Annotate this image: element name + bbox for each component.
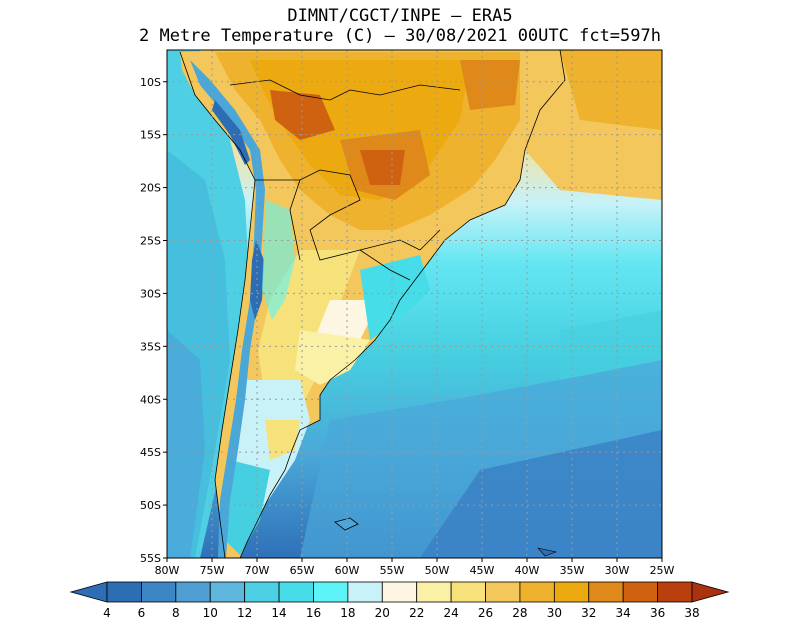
- longitude-tick-label: 50W: [425, 564, 450, 577]
- colorbar-swatch: [244, 581, 280, 603]
- longitude-tick-label: 65W: [290, 564, 315, 577]
- colorbar-label: 24: [443, 606, 458, 618]
- colorbar-label: 8: [172, 606, 180, 618]
- colorbar-high-arrow: [691, 581, 730, 603]
- longitude-tick-label: 70W: [245, 564, 270, 577]
- latitude-axis: 10S 15S 20S 25S 30S 35S 40S 45S 50S 55S: [140, 76, 167, 565]
- longitude-tick-label: 45W: [470, 564, 495, 577]
- longitude-tick-label: 25W: [650, 564, 675, 577]
- latitude-tick-label: 35S: [140, 340, 161, 353]
- colorbar-label: 22: [409, 606, 424, 618]
- colorbar-swatch: [519, 581, 555, 603]
- colorbar-swatch: [657, 581, 693, 603]
- colorbar-label: 36: [650, 606, 665, 618]
- map-title-line2: 2 Metre Temperature (C) — 30/08/2021 00U…: [139, 26, 661, 46]
- colorbar-swatch: [450, 581, 486, 603]
- longitude-tick-label: 55W: [380, 564, 405, 577]
- colorbar-label: 10: [203, 606, 218, 618]
- colorbar-swatch: [416, 581, 452, 603]
- colorbar-label: 30: [547, 606, 562, 618]
- latitude-tick-label: 45S: [140, 446, 161, 459]
- colorbar-label: 4: [103, 606, 111, 618]
- colorbar-low-arrow: [69, 581, 108, 603]
- colorbar-swatch: [347, 581, 383, 603]
- colorbar-label: 28: [512, 606, 527, 618]
- color-scale-bar: 4 6 8 10 12 14 16 18 20 22 24 26 28 30 32 34 36 38: [69, 581, 730, 618]
- latitude-tick-label: 20S: [140, 182, 161, 195]
- latitude-tick-label: 30S: [140, 287, 161, 300]
- longitude-tick-label: 80W: [155, 564, 180, 577]
- colorbar-swatch: [175, 581, 211, 603]
- longitude-tick-label: 35W: [560, 564, 585, 577]
- colorbar-label: 14: [271, 606, 286, 618]
- latitude-tick-label: 10S: [140, 76, 161, 89]
- map-frame: [166, 49, 663, 559]
- colorbar-label: 34: [616, 606, 631, 618]
- colorbar-label: 26: [478, 606, 493, 618]
- colorbar-label: 16: [306, 606, 321, 618]
- map-plot-area: [167, 50, 662, 558]
- colorbar-label: 12: [237, 606, 252, 618]
- colorbar-swatch: [553, 581, 590, 603]
- colorbar-label: 6: [138, 606, 146, 618]
- latitude-tick-label: 15S: [140, 129, 161, 142]
- colorbar-swatch: [209, 581, 246, 603]
- longitude-tick-label: 60W: [335, 564, 360, 577]
- colorbar-swatch: [278, 581, 314, 603]
- colorbar-swatch: [485, 581, 521, 603]
- latitude-tick-label: 55S: [140, 552, 161, 565]
- colorbar-swatch: [106, 581, 142, 603]
- colorbar-label: 20: [375, 606, 390, 618]
- latitude-tick-label: 25S: [140, 235, 161, 248]
- latitude-tick-label: 40S: [140, 393, 161, 406]
- longitude-axis: 80W 75W 70W 65W 60W 55W 50W 45W 40W 35W 30W 25W: [155, 558, 675, 577]
- colorbar-label: 18: [340, 606, 355, 618]
- colorbar-label: 32: [581, 606, 596, 618]
- colorbar-swatch: [141, 581, 177, 603]
- colorbar-swatch: [622, 581, 658, 603]
- colorbar-label: 38: [684, 606, 699, 618]
- latitude-tick-label: 50S: [140, 499, 161, 512]
- longitude-tick-label: 75W: [200, 564, 225, 577]
- longitude-tick-label: 40W: [515, 564, 540, 577]
- longitude-tick-label: 30W: [605, 564, 630, 577]
- colorbar-swatch: [313, 581, 349, 603]
- map-title-line1: DIMNT/CGCT/INPE — ERA5: [287, 6, 513, 26]
- colorbar-swatch: [381, 581, 418, 603]
- colorbar-swatch: [588, 581, 624, 603]
